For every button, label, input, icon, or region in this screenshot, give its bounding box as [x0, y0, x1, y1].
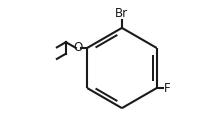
- Text: Br: Br: [115, 7, 128, 20]
- Text: F: F: [164, 82, 171, 95]
- Text: O: O: [74, 41, 83, 54]
